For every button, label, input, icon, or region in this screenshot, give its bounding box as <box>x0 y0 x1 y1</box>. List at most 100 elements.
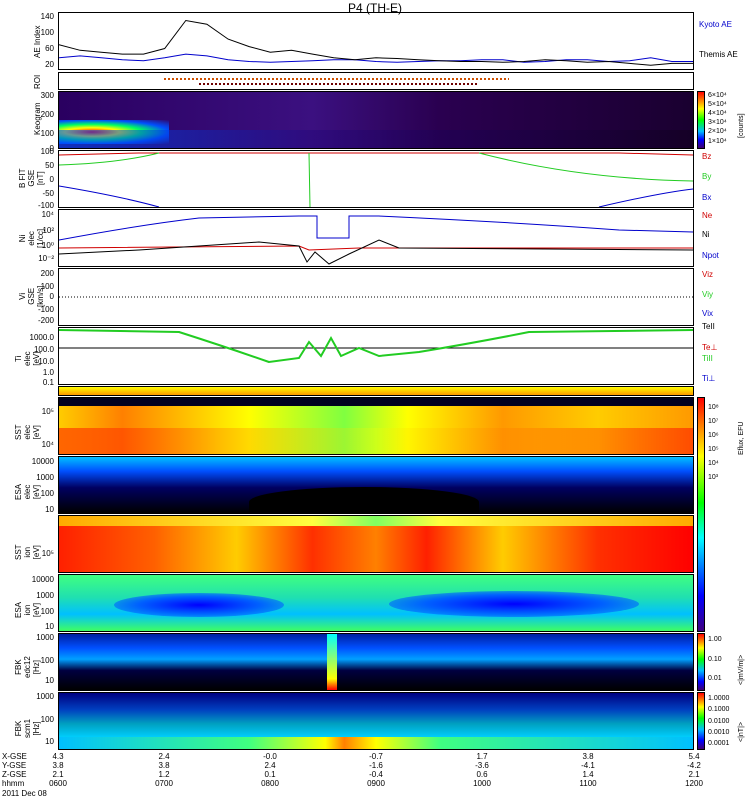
xaxis-tick-label: 3.8 <box>582 752 594 761</box>
fbk-scm1-tick: 10 <box>45 737 54 746</box>
ae-tick: 60 <box>45 44 54 53</box>
xaxis-tick-label: 0800 <box>261 779 279 788</box>
esa-elec-hole <box>249 487 479 513</box>
sst-elec-tick: 10⁵ <box>41 407 54 416</box>
flag-strip <box>58 386 694 396</box>
density-tick: 10² <box>42 226 54 235</box>
xaxis-tick-label: -0.7 <box>369 752 383 761</box>
xaxis-tick-label: -0.4 <box>369 770 383 779</box>
velocity-tick: 200 <box>40 269 54 278</box>
density-svg <box>59 215 693 265</box>
ae-tick: 20 <box>45 60 54 69</box>
temperature-svg <box>59 329 693 364</box>
fbk-scm1-tick: 1000 <box>36 692 54 701</box>
eflux-colorbar <box>697 397 705 632</box>
kyoto-ae-line <box>59 53 693 63</box>
esa-elec-tick: 100 <box>40 489 54 498</box>
esa-ion-blob-left <box>114 593 284 617</box>
keogram-colorbar <box>697 91 705 149</box>
fbk-scm1-cb-tick: 0.0001 <box>708 740 730 747</box>
keogram-cb-tick: 2×10⁴ <box>708 128 727 135</box>
keogram-plot <box>58 91 694 149</box>
legend-kyoto-ae: Kyoto AE <box>699 20 732 29</box>
fbk-scm1-cb-tick: 0.0010 <box>708 729 730 736</box>
temperature-plot <box>58 327 694 385</box>
roi-svg <box>164 78 509 85</box>
xaxis-row-label: Y-GSE <box>2 761 27 770</box>
fbk-scm1-cb-tick: 1.0000 <box>708 695 730 702</box>
legend-ni: Ni <box>702 230 710 239</box>
legend-tiperp: Ti⊥ <box>702 374 716 383</box>
eflux-cb-tick: 10⁶ <box>708 432 719 439</box>
fbk-edc12-tick: 1000 <box>36 633 54 642</box>
xaxis-tick-label: 3.8 <box>52 761 64 770</box>
sst-ion-top <box>59 516 693 526</box>
xaxis-tick-label: 1.4 <box>582 770 594 779</box>
legend-teii: TeII <box>702 322 715 331</box>
keogram-cb-tick: 4×10⁴ <box>708 110 727 117</box>
esa-ion-plot <box>58 574 694 632</box>
esa-elec-tick: 10000 <box>31 457 54 466</box>
xaxis-tick-label: 0.6 <box>476 770 488 779</box>
xaxis-tick-label: 4.3 <box>52 752 64 761</box>
xaxis-date: 2011 Dec 08 <box>2 789 47 798</box>
xaxis-tick-label: 0.1 <box>264 770 276 779</box>
tiii-line <box>59 329 693 364</box>
eflux-cb-tick: 10⁵ <box>708 446 719 453</box>
fbk-edc12-colorbar <box>697 633 705 691</box>
xaxis-tick-label: 0700 <box>155 779 173 788</box>
xaxis-tick-label: 1.2 <box>158 770 170 779</box>
ae-tick: 140 <box>40 12 54 21</box>
legend-themis-ae: Themis AE <box>699 50 738 59</box>
bz-line <box>59 152 693 156</box>
esa-elec-tick: 1000 <box>36 473 54 482</box>
keogram-cb-tick: 3×10⁴ <box>708 119 727 126</box>
esa-ion-tick: 1000 <box>36 591 54 600</box>
sst-elec-ylabel: SST elec [eV] <box>14 424 41 440</box>
bfield-tick: 0 <box>49 175 54 184</box>
legend-teperp: Te⊥ <box>702 343 718 352</box>
xaxis-tick-label: 1.7 <box>476 752 488 761</box>
velocity-tick: -200 <box>37 316 54 325</box>
legend-npot: Npot <box>702 251 719 260</box>
xaxis-tick-label: 5.4 <box>688 752 700 761</box>
density-tick: 10⁰ <box>41 241 54 250</box>
ae-svg <box>59 19 693 66</box>
fbk-scm1-cb-tick: 0.1000 <box>708 706 730 713</box>
keogram-tick: 300 <box>40 91 54 100</box>
sst-elec-top <box>59 398 693 406</box>
xaxis-tick-label: -4.1 <box>581 761 595 770</box>
esa-ion-tick: 10 <box>45 622 54 631</box>
legend-ne: Ne <box>702 211 713 220</box>
fbk-edc12-tick: 100 <box>40 656 54 665</box>
bfield-tick: 100 <box>40 147 54 156</box>
temperature-tick: 1000.0 <box>29 333 54 342</box>
velocity-tick: 0 <box>49 292 54 301</box>
fbk-scm1-tick: 100 <box>40 715 54 724</box>
xaxis-row-label: hhmm <box>2 779 25 788</box>
bx-line <box>59 185 693 207</box>
fbk-edc12-cb-tick: 0.10 <box>708 656 722 663</box>
density-plot <box>58 209 694 267</box>
temperature-tick: 0.1 <box>42 378 54 387</box>
esa-ion-tick: 100 <box>40 607 54 616</box>
sst-ion-plot <box>58 515 694 573</box>
esa-ion-blob-right <box>389 591 639 617</box>
density-tick: 10⁻² <box>38 254 54 263</box>
themis-ae-line <box>59 19 693 66</box>
fbk-scm1-band <box>59 737 693 749</box>
legend-bx: Bx <box>702 193 712 202</box>
roi-plot <box>58 72 694 90</box>
xaxis-tick-label: -3.6 <box>475 761 489 770</box>
by-line <box>59 152 693 207</box>
esa-ion-tick: 10000 <box>31 575 54 584</box>
npot-line <box>59 215 693 241</box>
ni-line <box>59 239 693 265</box>
xaxis-tick-label: 1000 <box>473 779 491 788</box>
temperature-tick: 100.0 <box>33 345 54 354</box>
xaxis-tick-label: 2.1 <box>688 770 700 779</box>
esa-elec-plot <box>58 456 694 514</box>
temperature-tick: 10.0 <box>38 357 54 366</box>
fbk-edc12-plot <box>58 633 694 691</box>
keogram-tick: 200 <box>40 110 54 119</box>
